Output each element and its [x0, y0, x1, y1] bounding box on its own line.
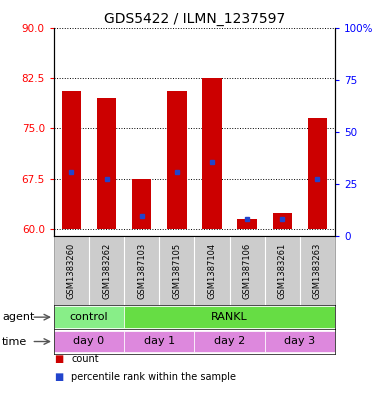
Bar	[308, 118, 327, 230]
Bar	[124, 306, 335, 328]
Text: GSM1383263: GSM1383263	[313, 242, 322, 299]
Bar	[97, 98, 116, 230]
Bar	[54, 306, 124, 328]
Text: ■: ■	[54, 354, 63, 364]
Text: GSM1387106: GSM1387106	[243, 242, 252, 299]
Bar	[194, 331, 265, 353]
Bar	[62, 92, 81, 230]
Title: GDS5422 / ILMN_1237597: GDS5422 / ILMN_1237597	[104, 13, 285, 26]
Text: ■: ■	[54, 372, 63, 382]
Bar	[264, 331, 335, 353]
Text: day 0: day 0	[74, 336, 105, 346]
Text: GSM1383262: GSM1383262	[102, 242, 111, 299]
Text: day 1: day 1	[144, 336, 175, 346]
Text: RANKL: RANKL	[211, 312, 248, 321]
Bar	[167, 92, 186, 230]
Text: day 3: day 3	[284, 336, 315, 346]
Text: percentile rank within the sample: percentile rank within the sample	[71, 372, 236, 382]
Bar	[273, 213, 292, 230]
Bar	[203, 78, 222, 230]
Text: GSM1387105: GSM1387105	[172, 242, 181, 299]
Text: GSM1387104: GSM1387104	[208, 242, 216, 299]
Text: agent: agent	[2, 312, 34, 322]
Text: GSM1383260: GSM1383260	[67, 242, 76, 299]
Bar	[54, 331, 124, 353]
Text: GSM1383261: GSM1383261	[278, 242, 287, 299]
Text: GSM1387103: GSM1387103	[137, 242, 146, 299]
Text: time: time	[2, 336, 27, 347]
Bar	[238, 219, 257, 230]
Bar	[124, 331, 194, 353]
Text: control: control	[70, 312, 108, 321]
Bar	[132, 179, 151, 230]
Text: count: count	[71, 354, 99, 364]
Text: day 2: day 2	[214, 336, 245, 346]
